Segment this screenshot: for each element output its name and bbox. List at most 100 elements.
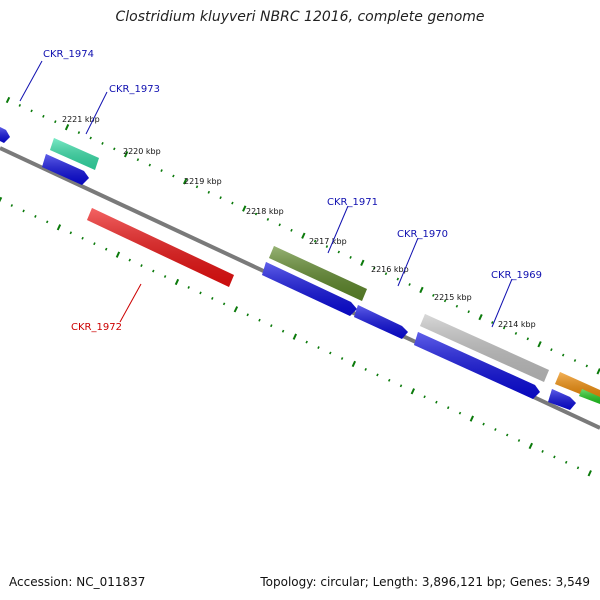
major-tick (419, 286, 424, 294)
minor-tick (219, 196, 222, 200)
major-tick (469, 415, 475, 422)
feature-shading (420, 314, 549, 382)
minor-tick (34, 214, 37, 218)
minor-tick (207, 190, 211, 194)
minor-tick (160, 169, 163, 172)
genome-info-text: Topology: circular; Length: 3,896,121 bp… (260, 575, 590, 589)
minor-tick (22, 209, 25, 213)
leader-line (19, 60, 43, 102)
minor-tick (42, 114, 45, 118)
minor-tick (128, 258, 132, 262)
minor-tick (337, 250, 341, 254)
kbp-label: 2220 kbp (123, 147, 161, 156)
feature-shading (42, 154, 89, 185)
minor-tick (77, 131, 81, 135)
inner-tick-row (0, 196, 592, 477)
minor-tick (140, 264, 143, 268)
major-tick (233, 306, 239, 313)
major-tick (478, 313, 483, 321)
feature-shading (414, 332, 540, 399)
minor-tick (104, 247, 108, 251)
minor-tick (372, 266, 376, 270)
minor-tick (550, 348, 553, 352)
minor-tick (491, 321, 494, 324)
minor-tick (573, 359, 577, 362)
minor-tick (199, 291, 202, 295)
feature-shading (0, 127, 10, 143)
minor-tick (505, 433, 509, 437)
minor-tick (455, 304, 459, 308)
gene-label-ckr-1972[interactable]: CKR_1972 (71, 322, 122, 333)
kbp-label: 2216 kbp (371, 265, 409, 274)
major-tick (537, 341, 542, 348)
minor-tick (384, 272, 388, 276)
kbp-label: 2221 kbp (62, 115, 100, 124)
minor-tick (69, 231, 73, 235)
gene-label-ckr-1974[interactable]: CKR_1974 (43, 49, 94, 60)
gene-features (0, 127, 600, 410)
feature-shading (548, 389, 576, 410)
major-tick (528, 442, 534, 450)
minor-tick (101, 141, 104, 145)
gene-label-group: CKR_1974 CKR_1973 CKR_1972 CKR_1971 CKR_… (19, 49, 542, 333)
minor-tick (81, 236, 84, 240)
minor-tick (163, 275, 167, 278)
minor-tick (172, 174, 175, 178)
minor-tick (561, 353, 565, 357)
minor-tick (514, 331, 518, 335)
minor-tick (10, 204, 14, 207)
minor-tick (313, 239, 317, 243)
feature-shading (579, 389, 600, 404)
major-tick (301, 232, 306, 239)
minor-tick (222, 302, 226, 306)
kbp-label: 2217 kbp (309, 237, 347, 246)
minor-tick (270, 324, 273, 328)
minor-tick (340, 357, 344, 360)
minor-tick (231, 201, 234, 205)
minor-tick (517, 439, 521, 442)
major-tick (410, 388, 416, 395)
feature-shading (87, 208, 234, 287)
minor-tick (211, 296, 214, 300)
minor-tick (195, 185, 199, 189)
minor-tick (408, 283, 411, 286)
major-tick (64, 123, 70, 131)
minor-tick (30, 109, 33, 113)
feature-shading (354, 305, 408, 339)
minor-tick (89, 136, 92, 140)
minor-tick (187, 286, 190, 289)
minor-tick (290, 228, 293, 232)
minor-tick (54, 120, 57, 124)
kbp-label: 2218 kbp (246, 207, 284, 216)
minor-tick (467, 310, 470, 314)
leader-line (491, 278, 513, 328)
minor-tick (446, 406, 450, 410)
minor-tick (423, 395, 426, 399)
gene-label-ckr-1970[interactable]: CKR_1970 (397, 229, 448, 240)
minor-tick (45, 220, 49, 224)
major-tick (0, 196, 3, 203)
gene-label-ckr-1969[interactable]: CKR_1969 (491, 270, 542, 281)
minor-tick (93, 242, 96, 246)
feature-shading (269, 246, 367, 301)
minor-tick (305, 340, 308, 344)
minor-tick (541, 449, 544, 453)
feature-shading (50, 138, 99, 170)
gene-label-ckr-1973[interactable]: CKR_1973 (109, 84, 160, 95)
major-tick (174, 278, 180, 286)
minor-tick (148, 163, 152, 167)
minor-tick (376, 373, 379, 377)
leader-line (119, 283, 142, 323)
major-tick (5, 96, 11, 104)
leader-line (327, 205, 349, 254)
minor-tick (349, 255, 352, 259)
minor-tick (152, 269, 155, 273)
minor-tick (435, 400, 438, 404)
gene-label-ckr-1971[interactable]: CKR_1971 (327, 197, 378, 208)
minor-tick (329, 351, 332, 355)
outer-tick-row (5, 96, 600, 375)
minor-tick (246, 313, 249, 317)
major-tick (115, 251, 121, 258)
minor-tick (136, 158, 140, 162)
minor-tick (399, 384, 403, 388)
